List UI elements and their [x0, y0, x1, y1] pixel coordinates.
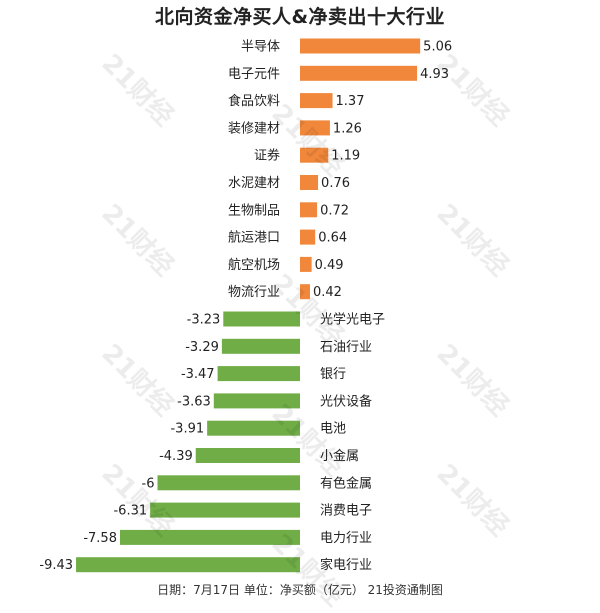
- bar-电池: [207, 420, 300, 436]
- value-label: 0.72: [320, 203, 349, 218]
- value-label: 1.19: [331, 149, 360, 164]
- category-label: 光伏设备: [320, 393, 372, 409]
- value-label: 0.49: [315, 258, 344, 273]
- category-label: 消费电子: [320, 504, 372, 519]
- chart-title: 北向资金净买人&净卖出十大行业: [154, 6, 446, 28]
- value-label: 4.93: [420, 67, 449, 82]
- category-label: 物流行业: [228, 285, 280, 300]
- category-label: 电子元件: [228, 67, 280, 82]
- bar-光学光电子: [223, 311, 300, 327]
- category-label: 家电行业: [320, 557, 372, 573]
- category-label: 食品饮料: [228, 93, 280, 109]
- value-label: -6: [142, 476, 155, 491]
- value-label: 1.37: [336, 94, 365, 109]
- category-label: 水泥建材: [228, 176, 280, 191]
- category-label: 光学光电子: [320, 312, 385, 328]
- bar-生物制品: [300, 202, 318, 218]
- value-label: -3.29: [185, 340, 219, 355]
- bar-电子元件: [300, 65, 418, 81]
- category-label: 生物制品: [228, 203, 280, 218]
- category-label: 小金属: [320, 448, 359, 464]
- bar-航空机场: [300, 256, 312, 272]
- value-label: -3.47: [181, 367, 215, 382]
- category-label: 电力行业: [320, 531, 372, 546]
- value-label: -4.39: [159, 449, 193, 464]
- bar-银行: [217, 366, 300, 382]
- bar-物流行业: [300, 284, 310, 300]
- value-label: -9.43: [39, 558, 73, 573]
- category-label: 航空机场: [228, 257, 280, 273]
- value-label: 1.26: [333, 121, 362, 136]
- value-label: 5.06: [423, 40, 452, 55]
- value-label: -6.31: [113, 504, 147, 519]
- chart-footer-note: 日期：7月17日 单位：净买额（亿元） 21投资通制图: [157, 583, 443, 597]
- bar-装修建材: [300, 120, 330, 136]
- value-label: 0.64: [318, 231, 347, 246]
- bar-消费电子: [150, 502, 300, 518]
- value-label: -3.63: [177, 394, 211, 409]
- bar-航运港口: [300, 229, 316, 245]
- bar-小金属: [195, 448, 300, 463]
- value-label: -3.23: [187, 313, 221, 328]
- value-label: -7.58: [83, 531, 117, 546]
- value-label: 0.42: [313, 285, 342, 300]
- bar-半导体: [300, 38, 421, 54]
- category-label: 证券: [254, 148, 280, 164]
- bar-光伏设备: [213, 393, 300, 409]
- bar-家电行业: [76, 557, 300, 573]
- bar-水泥建材: [300, 175, 319, 190]
- bar-食品饮料: [300, 93, 333, 109]
- bar-石油行业: [221, 338, 300, 354]
- value-label: 0.76: [321, 176, 350, 191]
- category-label: 石油行业: [320, 340, 372, 355]
- bar-chart: 半导体 5.06 电子元件 4.93 食品饮料 1.37 装修建材 1.26 证券 1.19 水泥建…: [39, 38, 452, 573]
- category-label: 电池: [320, 422, 346, 437]
- category-label: 航运港口: [228, 230, 280, 246]
- value-label: -3.91: [170, 422, 204, 437]
- category-label: 装修建材: [228, 121, 280, 136]
- category-label: 银行: [320, 367, 346, 382]
- bar-有色金属: [157, 475, 300, 491]
- category-label: 半导体: [241, 40, 280, 55]
- category-label: 有色金属: [320, 475, 372, 491]
- bar-证券: [300, 147, 329, 163]
- bar-电力行业: [119, 529, 300, 545]
